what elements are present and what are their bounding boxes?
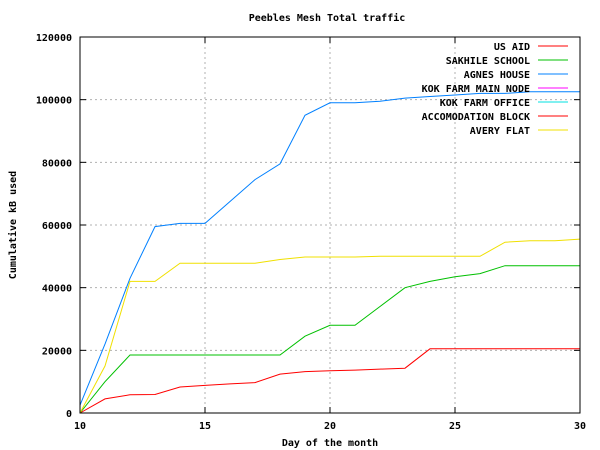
x-tick-label: 25 <box>449 421 461 432</box>
x-tick-label: 30 <box>574 421 586 432</box>
chart-title: Peebles Mesh Total traffic <box>249 12 406 24</box>
legend-label-us-aid: US AID <box>494 42 530 53</box>
grid <box>80 37 580 413</box>
legend-label-accomodation-block: ACCOMODATION BLOCK <box>422 112 530 123</box>
legend-label-sakhile-school: SAKHILE SCHOOL <box>446 56 530 67</box>
y-tick-label: 0 <box>66 409 72 420</box>
x-axis-label: Day of the month <box>282 438 378 449</box>
y-tick-label: 60000 <box>42 221 72 232</box>
y-tick-label: 20000 <box>42 346 72 357</box>
legend: US AID SAKHILE SCHOOL AGNES HOUSE KOK FARM … <box>422 42 568 137</box>
x-tick-label: 15 <box>199 421 211 432</box>
series-line-agnes-house <box>79 91 580 406</box>
series-line-us-aid <box>79 348 580 414</box>
y-tick-label: 80000 <box>42 158 72 169</box>
series-line-avery-flat <box>79 238 581 414</box>
y-tick-label: 40000 <box>42 284 72 295</box>
x-tick-label: 20 <box>324 421 336 432</box>
axis-ticks: 0 20000 40000 60000 80000 100000 120000 10 15 20 2… <box>36 33 586 432</box>
plot-series <box>79 91 581 414</box>
series-line-sakhile-school <box>79 265 580 414</box>
legend-label-kok-farm-main-node: KOK FARM MAIN NODE <box>422 84 530 95</box>
legend-label-agnes-house: AGNES HOUSE <box>464 70 530 81</box>
y-tick-label: 100000 <box>36 96 72 107</box>
y-tick-label: 120000 <box>36 33 72 44</box>
x-tick-label: 10 <box>74 421 86 432</box>
legend-label-avery-flat: AVERY FLAT <box>470 126 530 137</box>
legend-label-kok-farm-office: KOK FARM OFFICE <box>440 98 530 109</box>
y-axis-label: Cumulative kB used <box>7 171 19 279</box>
